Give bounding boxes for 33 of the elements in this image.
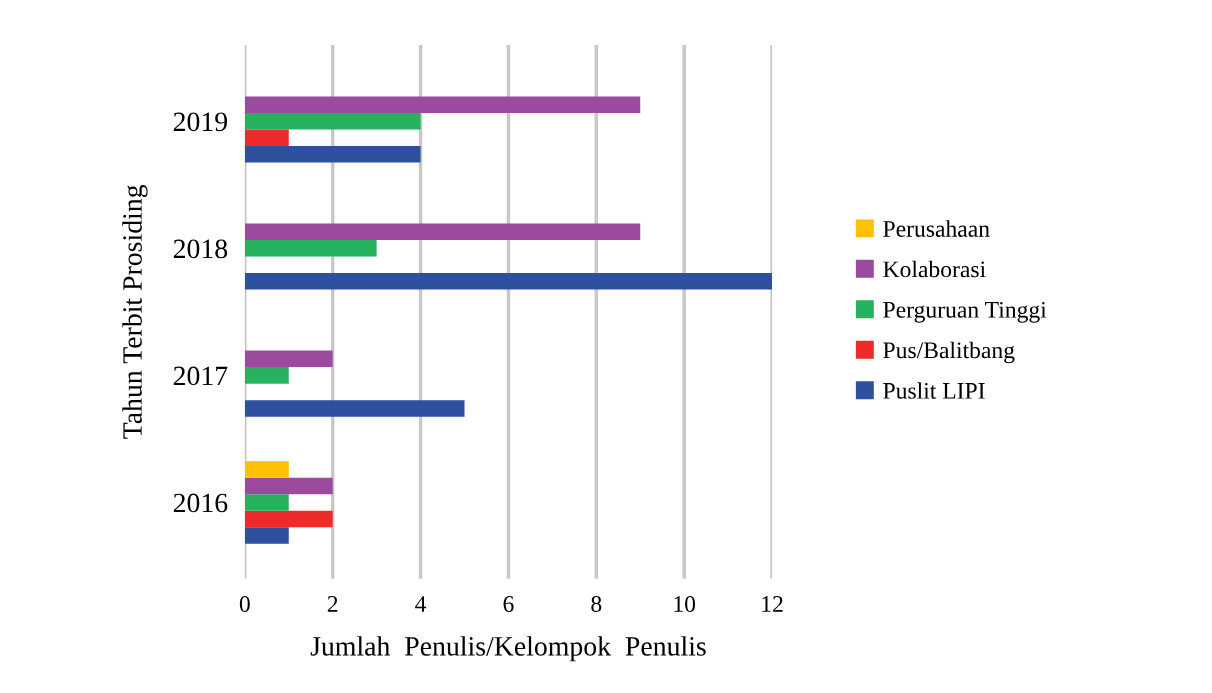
legend-label: Pus/Balitbang <box>883 341 1015 364</box>
x-tick-label: 12 <box>762 596 783 612</box>
bar <box>244 96 641 114</box>
bar <box>244 494 289 511</box>
legend-label: Perusahaan <box>883 220 990 237</box>
y-tick-label: 2019 <box>173 112 228 132</box>
bar <box>244 146 421 163</box>
legend-label: Kolaborasi <box>883 260 986 278</box>
x-axis-title: Jumlah Penulis/Kelompok Penulis <box>310 636 706 662</box>
bar <box>244 400 465 417</box>
bar <box>244 477 333 495</box>
bar <box>244 273 773 290</box>
x-tick-label: 8 <box>591 596 602 612</box>
y-tick-label: 2017 <box>173 366 228 386</box>
y-tick-label: 2016 <box>173 493 228 513</box>
bar <box>244 129 289 147</box>
bar <box>244 223 641 241</box>
bar <box>244 461 289 478</box>
x-tick-label: 4 <box>415 596 427 612</box>
x-tick-label: 2 <box>327 596 338 612</box>
x-tick-label: 6 <box>503 596 514 612</box>
bar <box>244 350 333 368</box>
legend-label: Puslit LIPI <box>883 382 985 399</box>
bar <box>244 527 289 544</box>
x-tick-label: 0 <box>239 596 250 612</box>
bar <box>244 240 377 257</box>
y-tick-label: 2018 <box>173 239 228 259</box>
y-axis-title: Tahun Terbit Prosiding <box>122 184 148 439</box>
x-tick-label: 10 <box>674 596 696 612</box>
bar <box>244 510 333 528</box>
legend-label: Perguruan Tinggi <box>883 301 1047 323</box>
bar <box>244 113 421 130</box>
bar <box>244 367 289 384</box>
